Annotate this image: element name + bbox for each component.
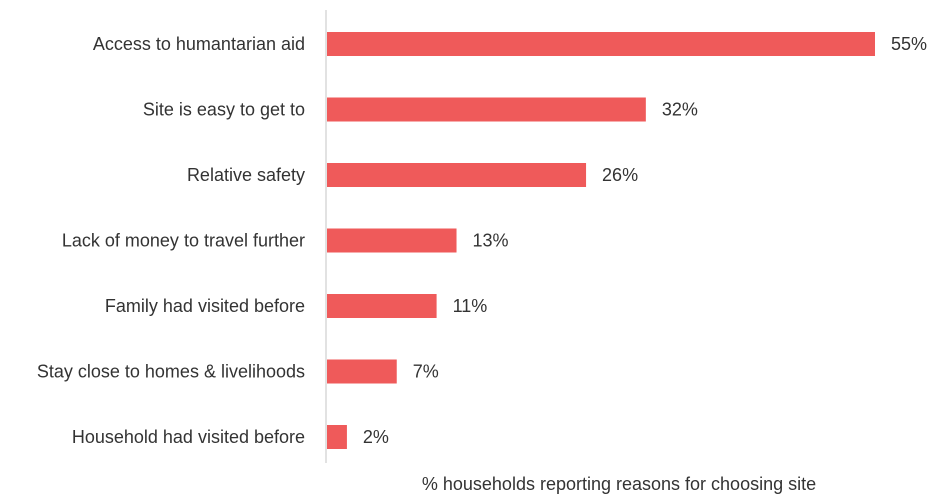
- category-label-5: Stay close to homes & livelihoods: [37, 362, 305, 382]
- category-label-2: Relative safety: [187, 165, 305, 185]
- category-labels-group: Access to humantarian aid Site is easy to…: [37, 34, 305, 447]
- bar-6: [327, 425, 347, 449]
- bar-2: [327, 163, 587, 187]
- bar-0: [327, 32, 875, 56]
- value-label-1: 32%: [662, 100, 698, 120]
- bars-group: [327, 32, 875, 449]
- value-label-6: 2%: [363, 427, 389, 447]
- category-label-6: Household had visited before: [72, 427, 305, 447]
- value-label-0: 55%: [891, 34, 927, 54]
- category-label-3: Lack of money to travel further: [62, 231, 305, 251]
- value-labels-group: 55% 32% 26% 13% 11% 7% 2%: [363, 34, 927, 447]
- value-label-5: 7%: [413, 362, 439, 382]
- value-label-4: 11%: [453, 296, 488, 316]
- category-label-0: Access to humantarian aid: [93, 34, 305, 54]
- bar-3: [327, 228, 457, 253]
- value-label-2: 26%: [602, 165, 638, 185]
- bar-5: [327, 359, 397, 384]
- x-axis-title: % households reporting reasons for choos…: [422, 474, 816, 494]
- bar-4: [327, 294, 437, 318]
- bar-1: [327, 97, 646, 122]
- category-label-1: Site is easy to get to: [143, 100, 305, 120]
- value-label-3: 13%: [473, 231, 509, 251]
- category-label-4: Family had visited before: [105, 296, 305, 316]
